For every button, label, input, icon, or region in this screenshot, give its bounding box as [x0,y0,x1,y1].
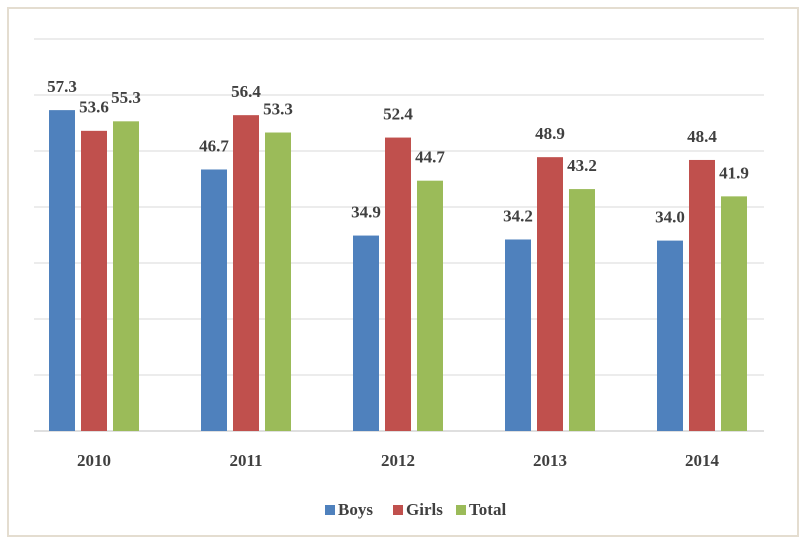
data-label: 34.9 [351,202,381,221]
x-tick-label: 2010 [77,451,111,470]
data-label: 55.3 [111,88,141,107]
x-tick-label: 2013 [533,451,567,470]
x-tick-label: 2011 [229,451,262,470]
bar [353,235,379,431]
data-label: 41.9 [719,163,749,182]
bar [569,189,595,431]
bar [233,115,259,431]
legend-swatch [393,505,403,515]
bar [417,180,443,431]
bar [49,110,75,432]
legend-label: Girls [406,500,443,519]
data-label: 46.7 [199,136,229,155]
data-label: 53.6 [79,98,109,117]
x-tick-label: 2014 [685,451,720,470]
legend-label: Boys [338,500,373,519]
data-label: 53.3 [263,99,293,118]
data-label: 43.2 [567,156,597,175]
bar [201,169,227,432]
legend-swatch [325,505,335,515]
bar [537,157,563,431]
legend-label: Total [469,500,506,519]
data-label: 34.2 [503,206,533,225]
bar [721,196,747,431]
bar [657,240,683,431]
data-label: 48.4 [687,127,717,146]
x-tick-label: 2012 [381,451,415,470]
data-label: 44.7 [415,148,445,167]
bar [113,121,139,431]
data-label: 56.4 [231,82,261,101]
data-label: 57.3 [47,77,77,96]
bar [505,239,531,431]
data-label: 52.4 [383,104,413,123]
bar [689,159,715,431]
bar [385,137,411,431]
data-label: 34.0 [655,208,685,227]
data-label: 48.9 [535,124,565,143]
bar [81,130,107,431]
legend-swatch [456,505,466,515]
bar [265,132,291,431]
